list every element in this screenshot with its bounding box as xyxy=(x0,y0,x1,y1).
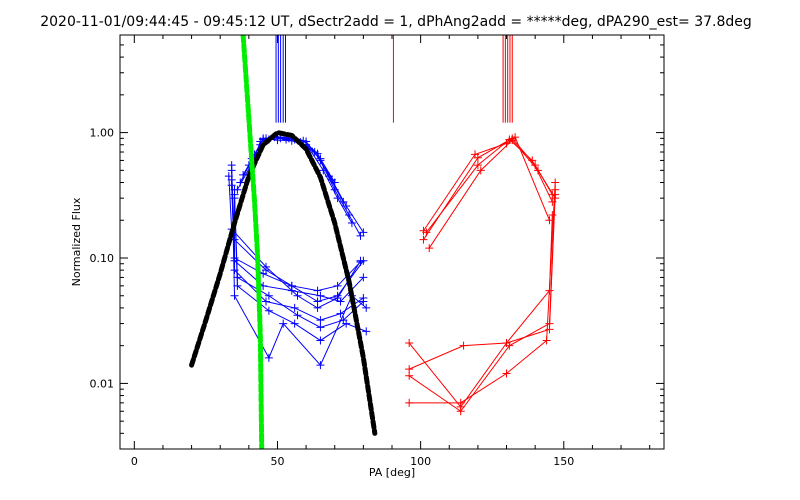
red-series-point xyxy=(551,178,560,187)
red-series-line xyxy=(423,137,553,240)
blue-series-point xyxy=(273,136,282,145)
blue-series-point xyxy=(362,303,371,312)
blue-series-point xyxy=(262,297,271,306)
blue-series-point xyxy=(316,361,325,370)
blue-series-point xyxy=(230,291,239,300)
blue-series-point xyxy=(290,303,299,312)
blue-series-point xyxy=(264,353,273,362)
blue-series-line xyxy=(231,170,361,292)
blue-series-point xyxy=(359,256,368,265)
blue-series-point xyxy=(316,323,325,332)
blue-series-point xyxy=(233,185,242,194)
blue-series-point xyxy=(293,311,302,320)
red-series-point xyxy=(405,398,414,407)
chart-title: 2020-11-01/09:44:45 - 09:45:12 UT, dSect… xyxy=(40,14,752,30)
plot-area xyxy=(189,35,560,449)
red-series-point xyxy=(502,339,511,348)
black-fit-curve xyxy=(189,129,378,436)
blue-series-point xyxy=(316,336,325,345)
blue-series-point xyxy=(336,297,345,306)
red-series-point xyxy=(419,226,428,235)
red-series-point xyxy=(471,150,480,159)
blue-series-point xyxy=(333,291,342,300)
blue-series-point xyxy=(359,273,368,282)
red-series-point xyxy=(405,365,414,374)
blue-series-point xyxy=(336,309,345,318)
blue-series-point xyxy=(316,316,325,325)
red-series-point xyxy=(534,166,543,175)
blue-series-point xyxy=(316,291,325,300)
red-series-point xyxy=(542,336,551,345)
y-tick-label: 0.01 xyxy=(90,377,115,390)
red-series-line xyxy=(408,215,553,408)
blue-series-point xyxy=(362,327,371,336)
red-series-point xyxy=(456,402,465,411)
x-axis-label: PA [deg] xyxy=(369,466,415,479)
red-series-line xyxy=(423,136,550,232)
red-series-point xyxy=(545,286,554,295)
blue-series-point xyxy=(287,286,296,295)
blue-series-point xyxy=(347,219,356,228)
blue-series-point xyxy=(279,319,288,328)
blue-series-point xyxy=(313,297,322,306)
x-tick-label: 0 xyxy=(131,455,138,468)
x-tick-label: 50 xyxy=(270,455,284,468)
red-series-point xyxy=(405,339,414,348)
red-series-line xyxy=(408,189,556,412)
blue-series-point xyxy=(264,291,273,300)
red-series-point xyxy=(459,341,468,350)
blue-series-point xyxy=(227,161,236,170)
blue-series-point xyxy=(333,194,342,203)
red-series-point xyxy=(548,211,557,220)
blue-series-point xyxy=(313,286,322,295)
red-series-point xyxy=(551,194,560,203)
blue-series-point xyxy=(330,178,339,187)
red-series-point xyxy=(476,166,485,175)
y-axis-label: Normalized Flux xyxy=(70,197,83,286)
red-series-point xyxy=(419,235,428,244)
red-series-point xyxy=(502,369,511,378)
blue-series-point xyxy=(239,170,248,179)
red-series-point xyxy=(425,244,434,253)
blue-series-point xyxy=(333,281,342,290)
red-series-line xyxy=(425,138,553,233)
blue-series-point xyxy=(290,319,299,328)
x-tick-label: 100 xyxy=(410,455,431,468)
red-series-point xyxy=(545,216,554,225)
red-series-point xyxy=(531,161,540,170)
y-tick-label: 0.10 xyxy=(90,252,115,265)
x-tick-label: 150 xyxy=(553,455,574,468)
blue-series-point xyxy=(293,291,302,300)
blue-series-point xyxy=(316,154,325,163)
blue-series-point xyxy=(359,297,368,306)
blue-series-point xyxy=(339,197,348,206)
axes: 0 50 100 150 0.01 0.10 1.00 xyxy=(90,34,664,468)
blue-series-point xyxy=(342,319,351,328)
y-tick-label: 1.00 xyxy=(90,127,115,140)
green-curve xyxy=(240,35,265,449)
red-series-point xyxy=(405,371,414,380)
blue-series-point xyxy=(310,148,319,157)
blue-series-point xyxy=(282,135,291,144)
blue-series-point xyxy=(230,194,239,203)
blue-series-point xyxy=(236,178,245,187)
red-series-point xyxy=(473,161,482,170)
blue-series-point xyxy=(264,306,273,315)
plot-frame xyxy=(119,34,665,450)
red-series-point xyxy=(502,139,511,148)
red-series-point xyxy=(511,133,520,142)
red-series-line xyxy=(408,194,556,370)
red-series-point xyxy=(545,325,554,334)
blue-series-point xyxy=(356,231,365,240)
